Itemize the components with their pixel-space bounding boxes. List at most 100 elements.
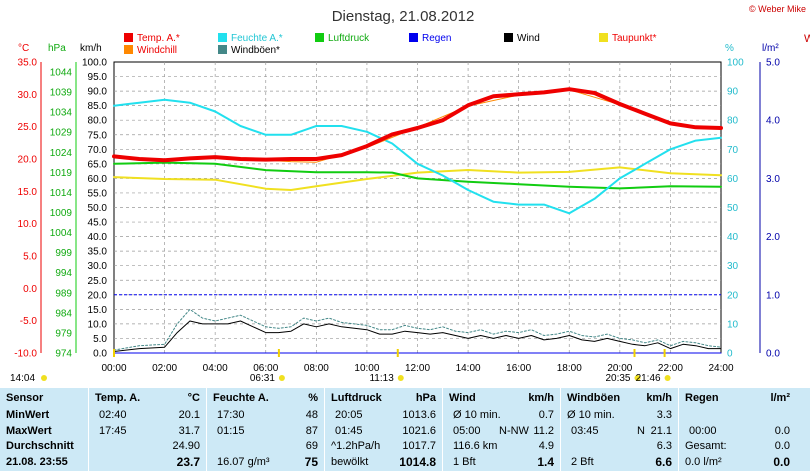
legend-swatch-gusts — [218, 45, 227, 54]
wind-beaufort: 1 Bft — [453, 456, 476, 468]
time-marker-label: 20:35 — [605, 373, 630, 384]
wind-tick-label: 70.0 — [88, 145, 108, 156]
humidity-current-value: 75 — [304, 455, 318, 469]
wind-current-value: 1.4 — [537, 455, 554, 469]
sensor-row-avg: Durchschnitt — [6, 440, 74, 452]
gusts-avg-value: 6.3 — [656, 440, 672, 452]
temp-current-value: 23.7 — [176, 455, 200, 469]
legend-label-pressure: Luftdruck — [328, 33, 370, 44]
time-marker-label: 14:04 — [10, 373, 35, 384]
rain-max-time: 00:00 — [689, 425, 717, 437]
pressure-tick-label: 999 — [55, 248, 72, 259]
legend-swatch-humidity — [218, 33, 227, 42]
legend-label-windchill: Windchill — [137, 45, 177, 56]
pressure-min-value: 1013.6 — [402, 409, 436, 421]
series-line-humidity — [113, 98, 722, 215]
humidity-tick-label: 30 — [727, 261, 739, 272]
gusts-unit: km/h — [646, 392, 672, 404]
legend-label-gusts: Windböen* — [231, 45, 280, 56]
legend-swatch-temp — [124, 33, 133, 42]
legend-item-dewpoint: Taupunkt* — [599, 33, 657, 44]
humidity-min-value: 48 — [305, 409, 318, 421]
pressure-tick-label: 989 — [55, 288, 72, 299]
humidity-tick-label: 0 — [727, 349, 733, 360]
humidity-tick-label: 60 — [727, 174, 739, 185]
wind-tick-label: 45.0 — [88, 218, 108, 229]
pressure-tick-label: 1009 — [50, 208, 73, 219]
rain-tick-label: 5.0 — [766, 58, 780, 69]
rain-tick-label: 2.0 — [766, 232, 780, 243]
wind-max-value: 11.2 — [533, 425, 554, 437]
pressure-section: Luftdruck hPa 20:05 1013.6 01:45 1021.6 … — [324, 388, 442, 471]
rain-unit: l/m² — [770, 392, 790, 404]
wind-tick-label: 5.0 — [93, 334, 107, 345]
rain-rate: 0.0 l/m² — [685, 456, 722, 468]
legend-label-dewpoint: Taupunkt* — [612, 33, 657, 44]
legend-swatch-wind — [504, 33, 513, 42]
legend-swatch-dewpoint — [599, 33, 608, 42]
rain-current-value: 0.0 — [773, 455, 790, 469]
wind-tick-label: 20.0 — [88, 290, 108, 301]
x-tick-label: 00:00 — [101, 363, 126, 374]
x-tick-label: 10:00 — [354, 363, 379, 374]
x-tick-label: 02:00 — [152, 363, 177, 374]
humidity-tick-label: 40 — [727, 232, 739, 243]
wind-tick-label: 15.0 — [88, 305, 108, 316]
wind-distance: 116.6 km — [453, 440, 498, 452]
humidity-unit-label: % — [725, 43, 734, 54]
sensor-row-min: MinWert — [6, 409, 50, 421]
sun-icon — [397, 375, 404, 381]
pressure-tick-label: 1044 — [50, 68, 73, 79]
gusts-max-time: 03:45 — [571, 425, 599, 437]
pressure-unit: hPa — [415, 392, 436, 404]
sensor-section: Sensor MinWert MaxWert Durchschnitt 21.0… — [0, 388, 87, 471]
pressure-tick-label: 984 — [55, 308, 72, 319]
x-tick-label: 06:00 — [253, 363, 278, 374]
temp-header: Temp. A. — [95, 392, 141, 404]
legend-swatch-pressure — [315, 33, 324, 42]
sun-icon — [278, 375, 285, 381]
rain-total-label: Gesamt: — [685, 440, 727, 452]
wind-tick-label: 25.0 — [88, 276, 108, 287]
temp-tick-label: 25.0 — [18, 122, 38, 133]
legend-item-temp: Temp. A.* — [124, 33, 180, 44]
temp-max-value: 31.7 — [178, 425, 200, 437]
legend-swatch-windchill — [124, 45, 133, 54]
pressure-tick-label: 1014 — [50, 188, 73, 199]
wind-tick-label: 60.0 — [88, 174, 108, 185]
rain-tick-label: 0.0 — [766, 349, 780, 360]
rain-total-value: 0.0 — [774, 440, 790, 452]
rain-header: Regen — [685, 392, 719, 404]
pressure-tick-label: 994 — [55, 268, 72, 279]
temp-unit-label: °C — [18, 43, 29, 54]
wind-max-time: 05:00 — [453, 425, 481, 437]
temp-tick-label: 35.0 — [18, 58, 38, 69]
wind-tick-label: 65.0 — [88, 159, 108, 170]
wind-tick-label: 80.0 — [88, 116, 108, 127]
rain-tick-label: 4.0 — [766, 116, 780, 127]
pressure-header: Luftdruck — [331, 392, 382, 404]
humidity-min-time: 17:30 — [217, 409, 245, 421]
pressure-max-value: 1021.6 — [402, 425, 436, 437]
legend-swatch-rain — [409, 33, 418, 42]
wind-tick-label: 10.0 — [88, 319, 108, 330]
humidity-tick-label: 90 — [727, 87, 739, 98]
legend: Temp. A.* Feuchte A.* Luftdruck Regen Wi… — [124, 33, 657, 56]
gusts-header: Windböen — [567, 392, 621, 404]
wind-header: Wind — [449, 392, 476, 404]
wind-tick-label: 90.0 — [88, 87, 108, 98]
pressure-tick-label: 1004 — [50, 228, 73, 239]
wind-tick-label: 30.0 — [88, 261, 108, 272]
legend-label-humidity: Feuchte A.* — [231, 33, 283, 44]
legend-label-temp: Temp. A.* — [137, 33, 180, 44]
copyright-label: © Weber Mike — [749, 4, 806, 14]
weather-chart: Dienstag, 21.08.2012 © Weber Mike W Temp… — [10, 4, 810, 384]
temp-min-value: 20.1 — [178, 409, 200, 421]
temp-avg-value: 24.90 — [172, 440, 200, 452]
rain-tick-label: 1.0 — [766, 290, 780, 301]
humidity-max-value: 87 — [305, 425, 318, 437]
pressure-avg-value: 1017.7 — [402, 440, 436, 452]
wind-avg10-value: 0.7 — [538, 409, 554, 421]
pressure-tick-label: 1024 — [50, 148, 73, 159]
x-tick-label: 04:00 — [203, 363, 228, 374]
